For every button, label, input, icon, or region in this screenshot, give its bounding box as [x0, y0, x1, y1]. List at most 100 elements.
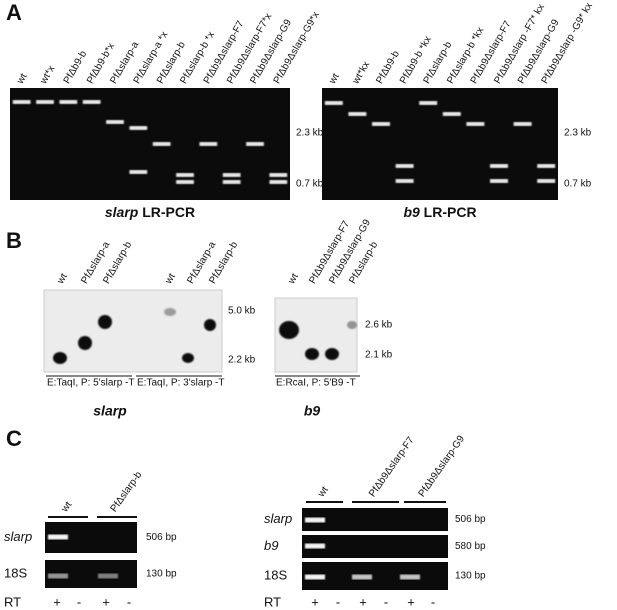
- lane-label: wt*kx: [350, 60, 372, 87]
- lane-label: wt: [286, 271, 301, 286]
- band: [176, 173, 194, 177]
- band: [48, 573, 68, 579]
- band: [176, 180, 194, 184]
- size-marker: 2.2 kb: [228, 355, 256, 366]
- size-marker: 130 bp: [455, 571, 486, 582]
- caption: b9: [304, 403, 321, 419]
- band: [490, 164, 508, 168]
- band: [204, 319, 216, 331]
- size-marker: 130 bp: [146, 569, 177, 580]
- band: [53, 352, 67, 364]
- caption-gene: slarp: [105, 204, 139, 220]
- lane-label: wt: [163, 271, 178, 286]
- rt-label: RT: [4, 594, 21, 609]
- lane-label: PfΔb9Δslarp-G9: [417, 433, 468, 499]
- gel-row: [302, 562, 448, 590]
- band: [466, 122, 485, 126]
- size-marker: 0.7 kb: [564, 179, 592, 190]
- row-label: 18S: [4, 565, 27, 580]
- band: [164, 308, 176, 316]
- band: [36, 100, 54, 104]
- band: [372, 122, 390, 126]
- caption: slarp LR-PCR: [105, 204, 195, 220]
- size-marker: 2.6 kb: [365, 320, 393, 331]
- band: [325, 348, 339, 360]
- panel-label: C: [6, 426, 22, 451]
- size-marker: 580 bp: [455, 541, 486, 552]
- gel: [10, 88, 290, 200]
- rt-sign: +: [359, 594, 367, 609]
- rt-sign: -: [384, 594, 388, 609]
- blot: [43, 289, 223, 373]
- lane-label: wt: [316, 485, 331, 501]
- size-marker: 5.0 kb: [228, 306, 256, 317]
- band: [513, 122, 532, 126]
- band: [82, 100, 101, 104]
- band: [222, 173, 241, 177]
- band: [305, 517, 325, 523]
- rt-sign: +: [102, 594, 110, 609]
- band: [442, 112, 461, 116]
- panel-label: A: [6, 0, 22, 25]
- lane-label: wt*x: [38, 64, 57, 87]
- rt-sign: +: [407, 594, 415, 609]
- band: [279, 321, 299, 339]
- row-label: 18S: [264, 567, 287, 582]
- caption-gene: b9: [403, 204, 420, 220]
- lane-label: wt: [55, 271, 70, 286]
- band: [129, 170, 148, 174]
- size-marker: 0.7 kb: [296, 179, 324, 190]
- band: [419, 101, 438, 105]
- condition: E:RcaI, P: 5'B9 -T: [276, 378, 356, 389]
- row-label: slarp: [4, 529, 32, 544]
- band: [129, 126, 148, 130]
- size-marker: 2.3 kb: [296, 128, 324, 139]
- rt-label: RT: [264, 594, 281, 609]
- rt-sign: +: [311, 594, 319, 609]
- band: [269, 173, 288, 177]
- band: [347, 321, 357, 329]
- size-marker: 506 bp: [455, 514, 486, 525]
- band: [305, 543, 325, 549]
- size-marker: 2.3 kb: [564, 128, 592, 139]
- rt-sign: -: [336, 594, 340, 609]
- gel: [322, 88, 558, 200]
- band: [246, 142, 264, 146]
- lane-label: PfΔslarp-b: [109, 469, 145, 514]
- size-marker: 506 bp: [146, 532, 177, 543]
- band: [305, 348, 319, 360]
- lane-label: wt: [327, 71, 342, 86]
- gel-row: [302, 535, 448, 558]
- band: [395, 179, 414, 183]
- band: [324, 101, 343, 105]
- lane-label: PfΔb9Δslarp-F7: [367, 435, 417, 500]
- lane-label: wt: [59, 500, 74, 516]
- band: [490, 179, 508, 183]
- row-label: b9: [264, 538, 278, 553]
- caption-text: LR-PCR: [424, 204, 477, 220]
- band: [269, 180, 288, 184]
- rt-sign: -: [127, 594, 131, 609]
- band: [305, 574, 325, 580]
- band: [400, 574, 420, 580]
- rt-sign: +: [53, 594, 61, 609]
- band: [12, 100, 31, 104]
- panel-label: B: [6, 228, 22, 253]
- band: [199, 142, 218, 146]
- caption: b9 LR-PCR: [403, 204, 476, 220]
- band: [537, 179, 556, 183]
- band: [106, 120, 124, 124]
- size-marker: 2.1 kb: [365, 350, 393, 361]
- band: [78, 336, 92, 350]
- rt-sign: -: [77, 594, 81, 609]
- lane-label: wt: [15, 71, 30, 86]
- condition: E:TaqI, P: 5'slarp -T: [47, 378, 135, 389]
- condition: E:TaqI, P: 3'slarp -T: [137, 378, 225, 389]
- band: [352, 574, 372, 580]
- band: [222, 180, 241, 184]
- band: [152, 142, 171, 146]
- caption: slarp: [93, 403, 127, 419]
- band: [182, 353, 194, 363]
- gel-row: [302, 508, 448, 531]
